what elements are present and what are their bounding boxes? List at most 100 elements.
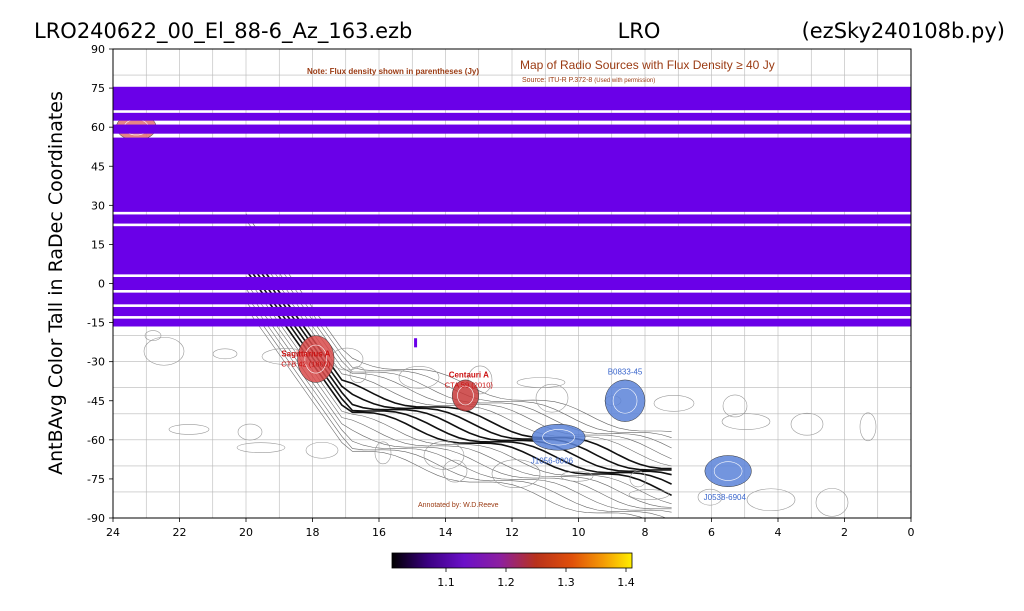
data-point xyxy=(414,338,418,348)
radio-source-contour xyxy=(542,429,575,446)
data-band xyxy=(113,124,911,134)
map-contour xyxy=(398,365,440,389)
map-permission-text: (Used with permission) xyxy=(594,78,655,84)
x-tick-label: 8 xyxy=(642,526,649,539)
data-band xyxy=(113,112,911,121)
colorbar: 1.1 1.2 1.3 1.4 xyxy=(391,552,635,589)
map-contour xyxy=(697,488,723,506)
data-band xyxy=(113,276,911,291)
colorbar-ticks: 1.1 1.2 1.3 1.4 xyxy=(437,568,635,589)
map-contour xyxy=(144,330,162,341)
data-band xyxy=(113,306,911,317)
data-band xyxy=(113,226,911,275)
radio-source xyxy=(604,379,646,422)
y-axis-label: AntBAvg Color Tall in RaDec Coordinates xyxy=(45,91,67,475)
source-label: J0538-6904 xyxy=(704,493,747,502)
y-tick-label: 90 xyxy=(91,43,105,56)
source-label: Centauri A xyxy=(449,370,489,379)
map-contour xyxy=(245,301,667,518)
map-contour xyxy=(245,307,644,518)
y-tick-label: -30 xyxy=(87,356,105,369)
x-tick-label: 12 xyxy=(505,526,519,539)
radio-source xyxy=(297,335,335,383)
y-tick-label: 30 xyxy=(91,199,105,212)
map-contour xyxy=(349,366,367,383)
y-tick-label: 0 xyxy=(98,278,105,291)
map-note: Note: Flux density shown in parentheses … xyxy=(307,67,479,76)
x-tick-label: 24 xyxy=(106,526,120,539)
y-tick-label: -75 xyxy=(87,473,105,486)
y-tick-label: 45 xyxy=(91,160,105,173)
colorbar-gradient xyxy=(391,552,633,569)
map-contour xyxy=(245,294,672,513)
x-tick-label: 20 xyxy=(239,526,253,539)
source-sublabel: CTB 42 (1800) xyxy=(281,359,331,368)
radio-source-contour xyxy=(713,461,743,481)
map-credit: Annotated by: W.D.Reeve xyxy=(418,502,499,509)
x-axis: 24 22 20 18 16 14 12 10 8 6 4 2 0 xyxy=(106,518,915,539)
map-contour xyxy=(212,348,238,360)
y-tick-label: 15 xyxy=(91,238,105,251)
radio-source xyxy=(451,379,480,412)
radio-source xyxy=(704,455,752,487)
data-band xyxy=(113,214,911,224)
colorbar-tick-label: 1.1 xyxy=(437,576,455,589)
map-source: Source: ITU-R P.372-8 (Used with permiss… xyxy=(522,77,655,84)
x-tick-label: 18 xyxy=(306,526,320,539)
map-contour xyxy=(168,424,210,435)
map-source-text: Source: ITU-R P.372-8 xyxy=(522,77,592,84)
map-contour xyxy=(746,488,796,512)
map-contour xyxy=(467,365,493,395)
map-contour xyxy=(629,470,647,488)
y-tick-label: 60 xyxy=(91,121,105,134)
title-center: LRO xyxy=(618,19,661,43)
map-contour xyxy=(442,459,468,483)
data-band xyxy=(113,292,911,305)
x-tick-label: 2 xyxy=(841,526,848,539)
map-contour xyxy=(721,413,771,430)
x-tick-label: 14 xyxy=(439,526,453,539)
data-band xyxy=(113,137,911,212)
radio-source-contour xyxy=(457,385,474,406)
radio-source-contour xyxy=(304,344,328,374)
map-contour xyxy=(859,412,877,442)
map-contour xyxy=(374,441,392,465)
x-tick-label: 16 xyxy=(372,526,386,539)
data-band xyxy=(113,86,911,111)
source-label: Sagittarius A xyxy=(281,349,330,358)
y-axis: 90 75 60 45 30 15 0 -15 -30 -45 -60 -75 -90 xyxy=(87,43,113,525)
map-contour xyxy=(535,383,569,413)
map-contour xyxy=(245,288,672,510)
colorbar-tick-label: 1.4 xyxy=(617,576,635,589)
x-tick-label: 22 xyxy=(173,526,187,539)
colorbar-tick-label: 1.3 xyxy=(557,576,575,589)
radio-source-contour xyxy=(612,387,638,414)
map-contour xyxy=(237,423,263,441)
map-contour xyxy=(305,441,339,459)
data-bands xyxy=(113,86,911,348)
y-tick-label: 75 xyxy=(91,82,105,95)
colorbar-tick-label: 1.2 xyxy=(497,576,515,589)
map-heading: Map of Radio Sources with Flux Density ≥… xyxy=(520,58,775,72)
map-contour xyxy=(516,377,566,388)
y-tick-label: -60 xyxy=(87,434,105,447)
source-label: J1056-6006 xyxy=(531,456,574,465)
map-contour xyxy=(560,471,594,482)
map-contour xyxy=(815,488,849,517)
map-contour xyxy=(236,442,286,453)
title-right: (ezSky240108b.py) xyxy=(802,19,1005,43)
map-contour xyxy=(653,395,695,412)
x-tick-label: 10 xyxy=(572,526,586,539)
x-tick-label: 0 xyxy=(908,526,915,539)
x-tick-label: 4 xyxy=(775,526,782,539)
y-tick-label: -15 xyxy=(87,317,105,330)
source-label: B0833-45 xyxy=(608,368,643,377)
map-contour xyxy=(491,459,541,489)
map-contour xyxy=(143,336,185,366)
title-left: LRO240622_00_El_88-6_Az_163.ezb xyxy=(34,19,412,44)
data-band xyxy=(113,318,911,327)
map-contour xyxy=(423,441,465,470)
